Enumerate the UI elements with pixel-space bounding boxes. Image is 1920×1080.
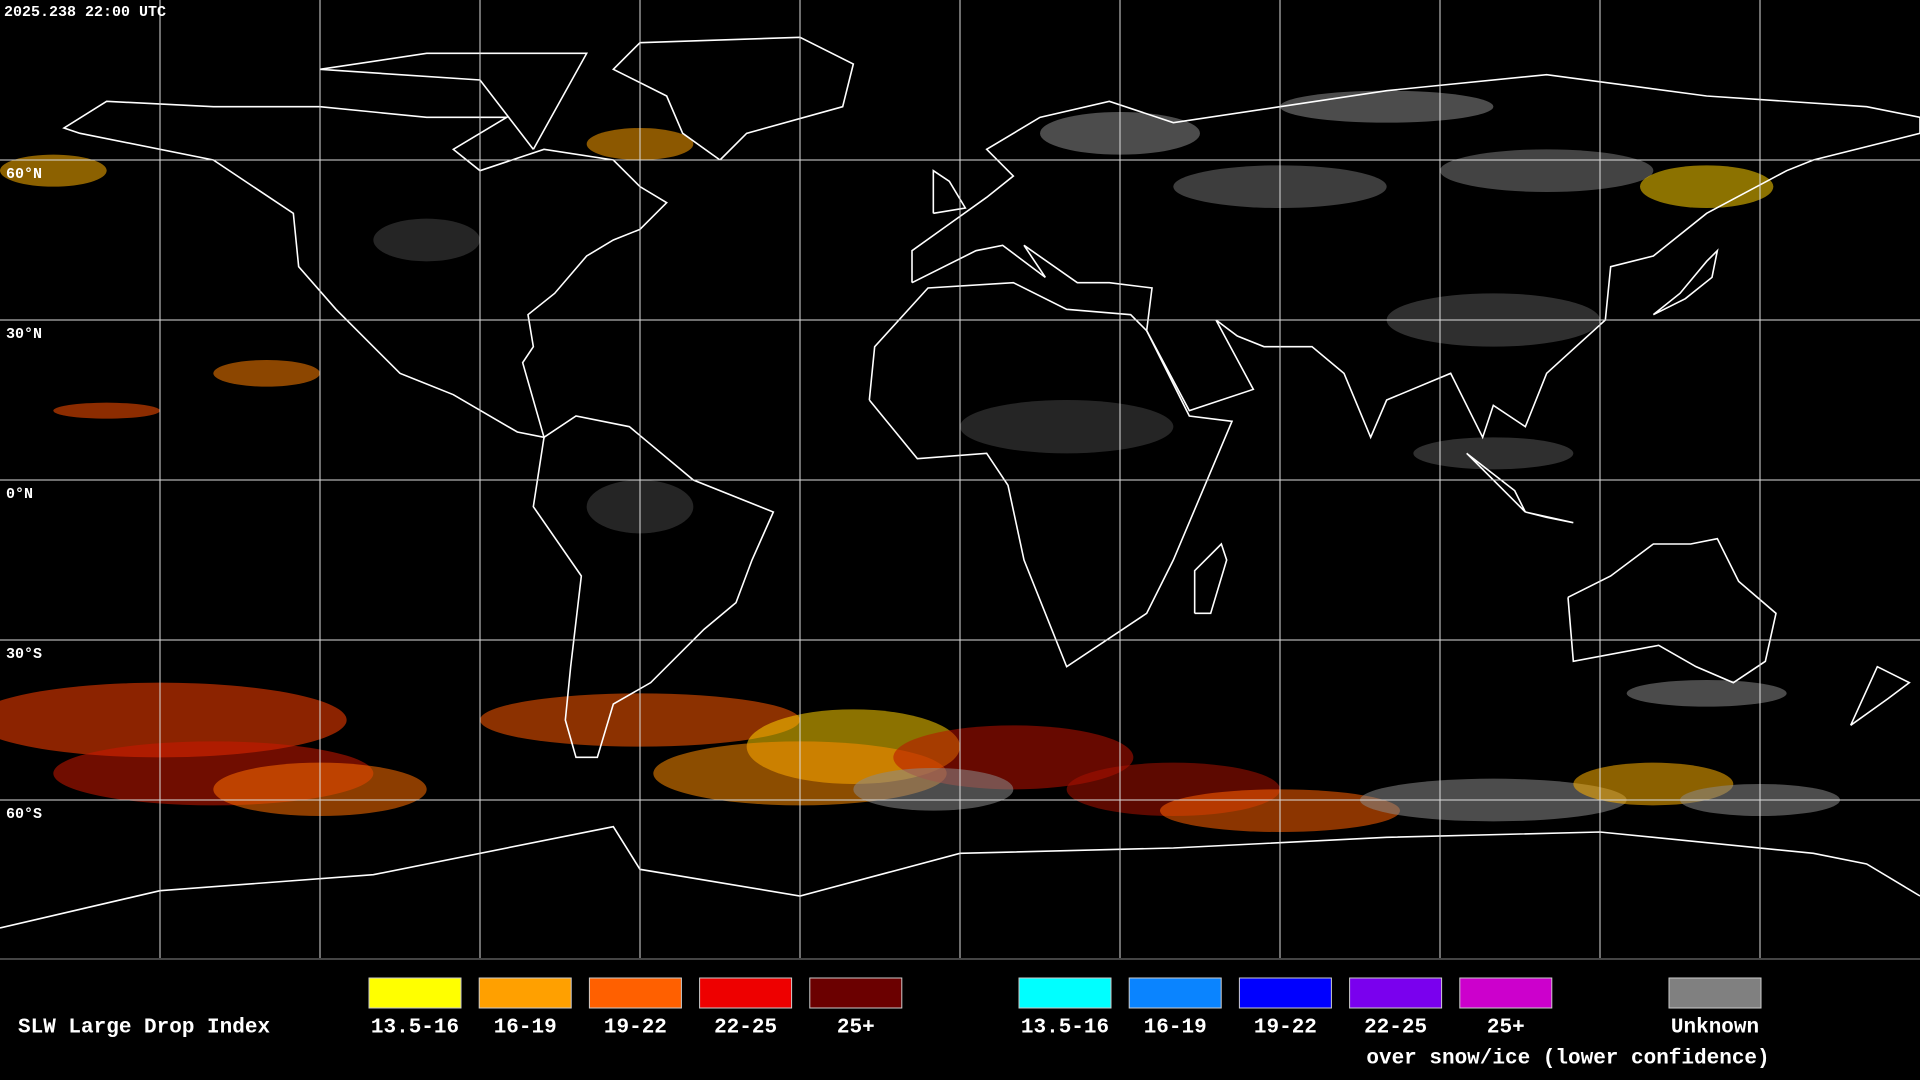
legend-title: SLW Large Drop Index bbox=[18, 1017, 270, 1040]
coastline bbox=[611, 36, 855, 161]
cloud-blob bbox=[1413, 437, 1574, 470]
legend-snow-swatch-label: 19-22 bbox=[1254, 1017, 1317, 1040]
lat-label: 30°N bbox=[6, 326, 42, 343]
cloud-blob bbox=[1280, 90, 1494, 123]
cloud-blob bbox=[53, 402, 161, 419]
graticule: 60°N 30°N 0°N 30°S 60°S bbox=[0, 0, 1920, 958]
coastline bbox=[532, 415, 775, 759]
legend-snow-swatch bbox=[1459, 977, 1553, 1009]
legend-swatch-label: 19-22 bbox=[604, 1017, 667, 1040]
coastline bbox=[1193, 542, 1228, 615]
legend-swatch bbox=[588, 977, 682, 1009]
legend-snow-swatch bbox=[1018, 977, 1112, 1009]
cloud-blob bbox=[373, 218, 480, 262]
lat-label: 60°S bbox=[6, 806, 42, 823]
cloud-blob bbox=[213, 360, 320, 387]
coastline bbox=[62, 100, 668, 439]
coastline bbox=[319, 52, 589, 150]
coastline bbox=[1525, 511, 1574, 524]
legend-swatch-label: 13.5-16 bbox=[371, 1017, 459, 1040]
legend-swatch bbox=[809, 977, 903, 1009]
legend-unknown-swatch bbox=[1668, 977, 1762, 1009]
lat-label: 30°S bbox=[6, 646, 42, 663]
legend-snow-swatch bbox=[1349, 977, 1443, 1009]
cloud-blob bbox=[1640, 165, 1774, 209]
coastline bbox=[1652, 248, 1719, 316]
coastline bbox=[911, 73, 1920, 440]
cloud-blob bbox=[0, 682, 347, 758]
coastline bbox=[1567, 537, 1777, 684]
timestamp: 2025.238 22:00 UTC bbox=[4, 4, 166, 21]
legend-swatch-label: 16-19 bbox=[494, 1017, 557, 1040]
legend-snow-swatch-label: 13.5-16 bbox=[1021, 1017, 1109, 1040]
legend-snow-swatch-label: 22-25 bbox=[1364, 1017, 1427, 1040]
legend-snow-swatch bbox=[1128, 977, 1222, 1009]
coastline bbox=[932, 169, 967, 215]
legend-snow-caption: over snow/ice (lower confidence) bbox=[1366, 1048, 1769, 1071]
legend-unknown-swatch-label: Unknown bbox=[1671, 1017, 1759, 1040]
cloud-blob bbox=[0, 154, 107, 187]
lat-label: 60°N bbox=[6, 166, 42, 183]
coastline bbox=[1466, 452, 1527, 513]
legend-snow-swatch-label: 16-19 bbox=[1144, 1017, 1207, 1040]
coastline bbox=[1849, 665, 1911, 726]
legend-snow-swatch-label: 25+ bbox=[1487, 1017, 1525, 1040]
cloud-blob bbox=[1440, 149, 1654, 193]
cloud-blob bbox=[1626, 680, 1787, 707]
legend-swatch-label: 25+ bbox=[837, 1017, 875, 1040]
cloud-blob bbox=[853, 768, 1014, 811]
legend-swatch bbox=[478, 977, 572, 1009]
cloud-blob bbox=[959, 400, 1174, 454]
legend: SLW Large Drop Index over snow/ice (lowe… bbox=[18, 977, 1770, 1071]
legend-swatch-label: 22-25 bbox=[714, 1017, 777, 1040]
legend-swatch bbox=[368, 977, 462, 1009]
lat-label: 0°N bbox=[6, 486, 33, 503]
legend-swatch bbox=[699, 977, 793, 1009]
legend-snow-swatch bbox=[1238, 977, 1332, 1009]
